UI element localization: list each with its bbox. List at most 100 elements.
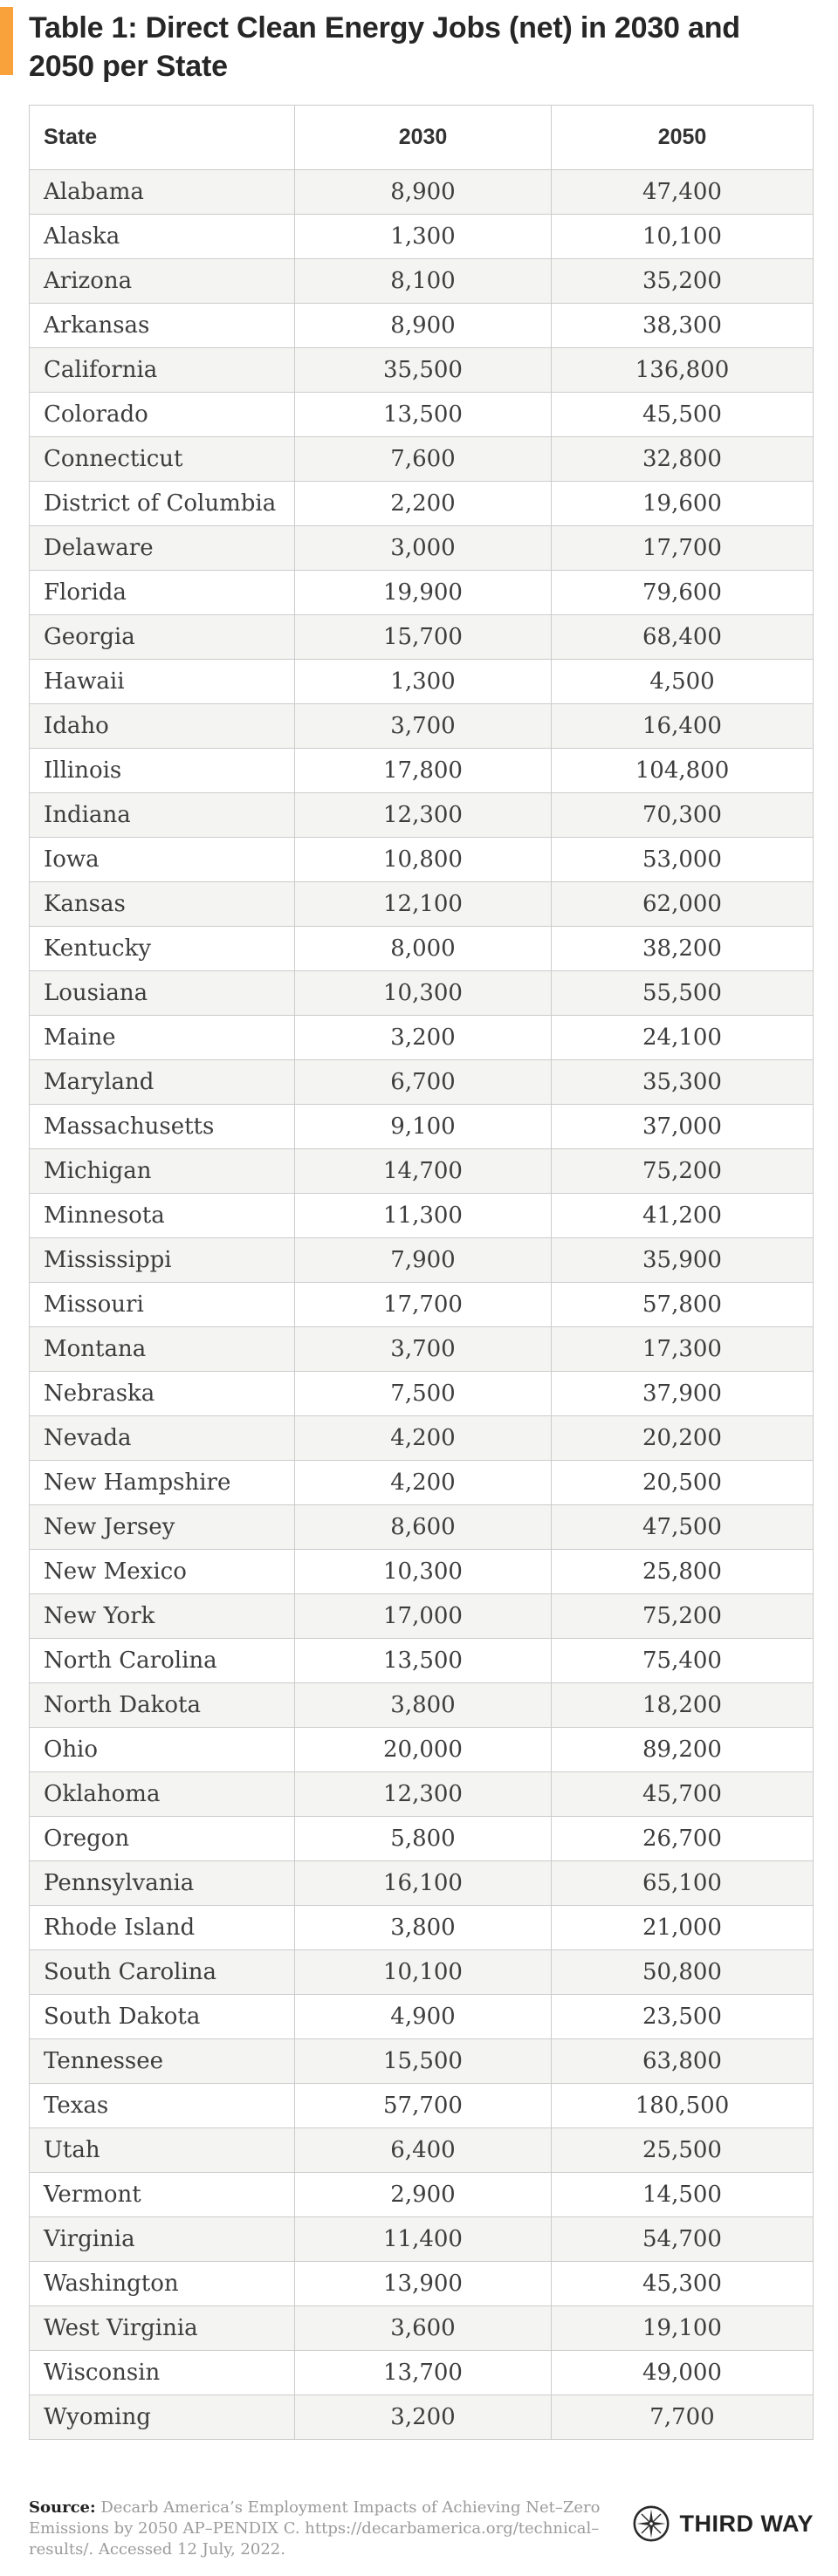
table-row: California 35,500 136,800 <box>29 347 814 393</box>
value-2050: 50,800 <box>551 1949 814 1995</box>
value-2050: 75,400 <box>551 1638 814 1683</box>
value-2030: 19,900 <box>294 570 552 615</box>
state-name: Kentucky <box>29 926 295 971</box>
value-2030: 7,900 <box>294 1237 552 1283</box>
table-row: Florida 19,900 79,600 <box>29 570 814 615</box>
value-2050: 70,300 <box>551 792 814 838</box>
value-2030: 3,800 <box>294 1682 552 1728</box>
state-name: New Mexico <box>29 1549 295 1594</box>
value-2050: 35,900 <box>551 1237 814 1283</box>
state-name: Texas <box>29 2083 295 2128</box>
value-2050: 10,100 <box>551 214 814 259</box>
state-name: South Dakota <box>29 1994 295 2039</box>
state-name: North Dakota <box>29 1682 295 1728</box>
value-2050: 19,100 <box>551 2305 814 2351</box>
value-2030: 15,500 <box>294 2038 552 2084</box>
table-row: Nebraska 7,500 37,900 <box>29 1371 814 1416</box>
state-name: Vermont <box>29 2172 295 2217</box>
value-2030: 20,000 <box>294 1727 552 1772</box>
table-row: Minnesota 11,300 41,200 <box>29 1193 814 1238</box>
value-2050: 75,200 <box>551 1148 814 1194</box>
table-row: Kansas 12,100 62,000 <box>29 881 814 927</box>
value-2050: 63,800 <box>551 2038 814 2084</box>
value-2050: 53,000 <box>551 837 814 882</box>
state-name: Mississippi <box>29 1237 295 1283</box>
table-row: Iowa 10,800 53,000 <box>29 837 814 882</box>
value-2030: 13,900 <box>294 2261 552 2306</box>
table-row: New York 17,000 75,200 <box>29 1593 814 1639</box>
table-row: Mississippi 7,900 35,900 <box>29 1237 814 1283</box>
footer: Source: Decarb America’s Employment Impa… <box>29 2497 814 2560</box>
state-name: New Jersey <box>29 1504 295 1550</box>
value-2030: 4,900 <box>294 1994 552 2039</box>
value-2050: 26,700 <box>551 1816 814 1861</box>
value-2030: 10,800 <box>294 837 552 882</box>
value-2030: 3,000 <box>294 525 552 571</box>
table-row: Wyoming 3,200 7,700 <box>29 2394 814 2440</box>
state-name: Missouri <box>29 1282 295 1327</box>
value-2050: 49,000 <box>551 2350 814 2395</box>
table-row: Delaware 3,000 17,700 <box>29 525 814 571</box>
state-name: Kansas <box>29 881 295 927</box>
value-2030: 7,500 <box>294 1371 552 1416</box>
value-2030: 16,100 <box>294 1860 552 1906</box>
table-row: Alaska 1,300 10,100 <box>29 214 814 259</box>
value-2050: 21,000 <box>551 1905 814 1950</box>
state-name: Delaware <box>29 525 295 571</box>
value-2050: 25,800 <box>551 1549 814 1594</box>
state-name: Wyoming <box>29 2394 295 2440</box>
state-name: South Carolina <box>29 1949 295 1995</box>
state-name: Maine <box>29 1015 295 1060</box>
table-body: Alabama 8,900 47,400 Alaska 1,300 10,100 Arizo… <box>29 169 814 2440</box>
value-2030: 10,100 <box>294 1949 552 1995</box>
table-row: Pennsylvania 16,100 65,100 <box>29 1860 814 1906</box>
table-row: Arizona 8,100 35,200 <box>29 258 814 304</box>
value-2050: 180,500 <box>551 2083 814 2128</box>
table-row: Missouri 17,700 57,800 <box>29 1282 814 1327</box>
column-header-2030: 2030 <box>294 105 552 170</box>
value-2050: 57,800 <box>551 1282 814 1327</box>
value-2050: 20,200 <box>551 1415 814 1461</box>
state-name: Virginia <box>29 2216 295 2262</box>
value-2030: 3,200 <box>294 2394 552 2440</box>
state-name: Lousiana <box>29 970 295 1016</box>
value-2050: 37,900 <box>551 1371 814 1416</box>
state-name: Indiana <box>29 792 295 838</box>
value-2050: 23,500 <box>551 1994 814 2039</box>
table-row: Texas 57,700 180,500 <box>29 2083 814 2128</box>
table-row: Kentucky 8,000 38,200 <box>29 926 814 971</box>
state-name: Tennessee <box>29 2038 295 2084</box>
table-row: Alabama 8,900 47,400 <box>29 169 814 215</box>
value-2030: 17,800 <box>294 748 552 793</box>
value-2050: 17,700 <box>551 525 814 571</box>
value-2030: 1,300 <box>294 214 552 259</box>
table-row: Nevada 4,200 20,200 <box>29 1415 814 1461</box>
table-row: District of Columbia 2,200 19,600 <box>29 481 814 526</box>
value-2030: 17,700 <box>294 1282 552 1327</box>
value-2030: 3,600 <box>294 2305 552 2351</box>
value-2050: 4,500 <box>551 659 814 704</box>
state-name: Idaho <box>29 703 295 749</box>
state-name: West Virginia <box>29 2305 295 2351</box>
value-2050: 41,200 <box>551 1193 814 1238</box>
value-2050: 75,200 <box>551 1593 814 1639</box>
table-row: Vermont 2,900 14,500 <box>29 2172 814 2217</box>
state-name: Wisconsin <box>29 2350 295 2395</box>
table-row: Indiana 12,300 70,300 <box>29 792 814 838</box>
value-2030: 17,000 <box>294 1593 552 1639</box>
value-2030: 8,900 <box>294 169 552 215</box>
state-name: Iowa <box>29 837 295 882</box>
state-name: North Carolina <box>29 1638 295 1683</box>
table-row: New Mexico 10,300 25,800 <box>29 1549 814 1594</box>
state-name: Colorado <box>29 392 295 437</box>
value-2050: 62,000 <box>551 881 814 927</box>
table-row: Massachusetts 9,100 37,000 <box>29 1104 814 1149</box>
value-2030: 4,200 <box>294 1415 552 1461</box>
value-2050: 35,300 <box>551 1059 814 1105</box>
value-2050: 25,500 <box>551 2127 814 2173</box>
table-row: North Carolina 13,500 75,400 <box>29 1638 814 1683</box>
value-2050: 24,100 <box>551 1015 814 1060</box>
source-note: Source: Decarb America’s Employment Impa… <box>29 2497 631 2560</box>
value-2030: 1,300 <box>294 659 552 704</box>
source-citation: Decarb America’s Employment Impacts of A… <box>29 2498 601 2559</box>
